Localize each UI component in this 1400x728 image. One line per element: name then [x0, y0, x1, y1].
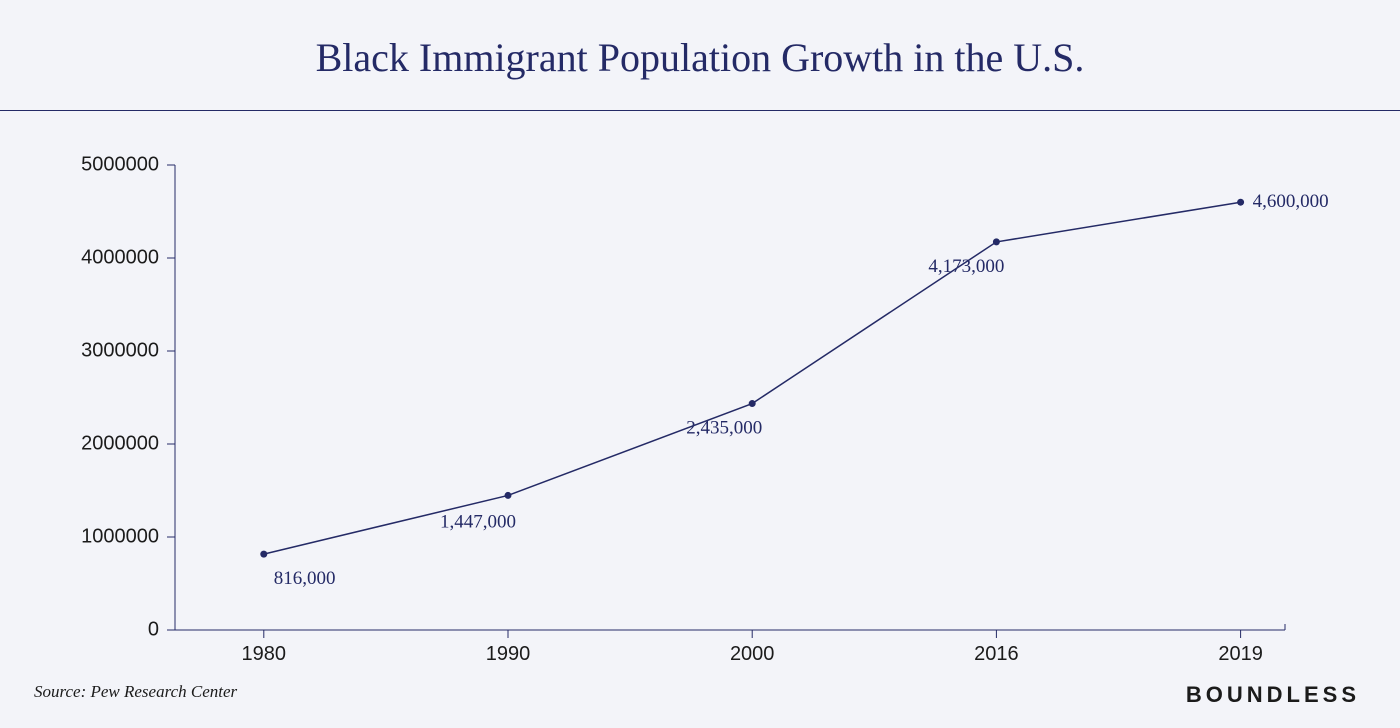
- x-tick-label: 2000: [730, 643, 775, 665]
- y-tick-label: 4000000: [81, 246, 159, 268]
- data-line: [264, 202, 1241, 554]
- source-attribution: Source: Pew Research Center: [34, 682, 237, 702]
- data-point-label: 816,000: [274, 568, 336, 589]
- x-tick-label: 1980: [242, 643, 287, 665]
- x-tick-label: 1990: [486, 643, 531, 665]
- y-tick-label: 5000000: [81, 153, 159, 175]
- data-marker: [505, 492, 512, 499]
- data-point-label: 2,435,000: [686, 418, 762, 439]
- y-tick-label: 1000000: [81, 525, 159, 547]
- x-tick-label: 2016: [974, 643, 1019, 665]
- data-point-label: 1,447,000: [440, 511, 516, 532]
- data-marker: [993, 238, 1000, 245]
- brand-wordmark: BOUNDLESS: [1186, 682, 1360, 708]
- data-point-label: 4,173,000: [928, 256, 1004, 277]
- data-marker: [1237, 199, 1244, 206]
- y-tick-label: 3000000: [81, 339, 159, 361]
- chart-canvas: Black Immigrant Population Growth in the…: [0, 0, 1400, 728]
- data-marker: [749, 400, 756, 407]
- line-chart: 0 1000000 2000000 3000000 4000000 5000000 1980…: [0, 0, 1400, 728]
- x-tick-label: 2019: [1218, 643, 1263, 665]
- y-tick-label: 0: [148, 618, 159, 640]
- data-point-label: 4,600,000: [1253, 191, 1329, 212]
- data-marker: [260, 551, 267, 558]
- y-tick-label: 2000000: [81, 432, 159, 454]
